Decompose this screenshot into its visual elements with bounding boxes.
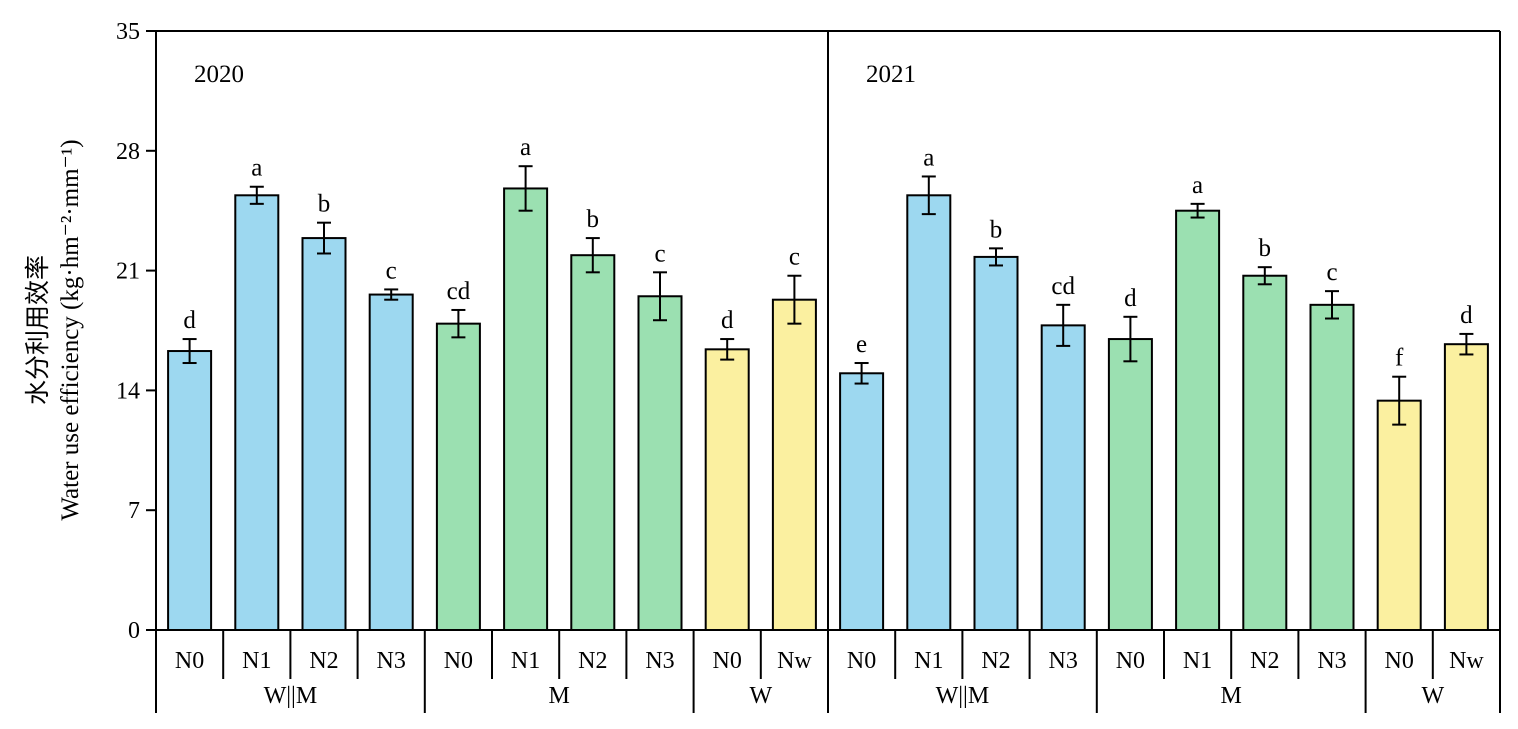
y-tick-label: 28 — [116, 139, 140, 165]
x-tick-label: N1 — [1183, 648, 1212, 674]
x-tick-label: N2 — [309, 648, 338, 674]
labels-layer: 07142128352020dN0aN1bN2cN3W||McdN0aN1bN2… — [116, 19, 1484, 709]
significance-letter: b — [1259, 235, 1272, 262]
bar — [1376, 399, 1422, 631]
bar — [973, 255, 1019, 631]
x-tick-label: N1 — [914, 648, 943, 674]
x-tick-label: N1 — [242, 648, 271, 674]
significance-letter: d — [1460, 302, 1473, 329]
significance-letter: cd — [447, 278, 471, 305]
x-tick-label: N3 — [645, 648, 674, 674]
bar — [368, 293, 414, 631]
y-axis-label: Water use efficiency (kg·hm⁻²·mm⁻¹) — [57, 139, 84, 520]
y-axis-title: 水分利用效率 Water use efficiency (kg·hm⁻²·mm⁻… — [24, 139, 84, 520]
group-label: M — [549, 683, 570, 709]
significance-letter: b — [318, 191, 331, 218]
bar — [1242, 274, 1288, 631]
significance-letter: b — [587, 206, 600, 233]
x-tick-label: N3 — [1049, 648, 1078, 674]
y-tick-label: 7 — [128, 498, 140, 524]
bar — [704, 348, 750, 631]
bar — [301, 237, 347, 631]
x-tick-label: Nw — [777, 648, 812, 674]
significance-letter: a — [520, 134, 531, 161]
panel-year-label: 2020 — [194, 61, 244, 88]
x-tick-label: N0 — [1385, 648, 1414, 674]
x-tick-label: N1 — [511, 648, 540, 674]
significance-letter: a — [251, 155, 262, 182]
significance-letter: c — [1326, 259, 1337, 286]
x-tick-label: N0 — [444, 648, 473, 674]
significance-letter: b — [990, 216, 1003, 243]
significance-letter: d — [183, 307, 196, 334]
x-tick-label: N3 — [1317, 648, 1346, 674]
bar — [570, 254, 616, 631]
group-label: W — [1421, 683, 1444, 709]
bar — [1309, 303, 1355, 631]
bar — [1443, 343, 1489, 631]
significance-letter: f — [1395, 345, 1404, 372]
group-label: W — [749, 683, 772, 709]
significance-letter: c — [386, 257, 397, 284]
significance-letter: d — [721, 307, 734, 334]
x-tick-label: N0 — [1116, 648, 1145, 674]
significance-letter: c — [789, 244, 800, 271]
bar — [435, 322, 481, 631]
axes-layer — [146, 30, 1501, 713]
bar — [1107, 338, 1153, 631]
x-tick-label: N3 — [377, 648, 406, 674]
x-tick-label: Nw — [1449, 648, 1484, 674]
x-tick-label: N2 — [578, 648, 607, 674]
significance-letter: a — [923, 144, 934, 171]
group-label: W||M — [936, 683, 990, 709]
bar — [637, 295, 683, 631]
bar — [906, 194, 952, 631]
significance-letter: d — [1124, 285, 1137, 312]
bar — [234, 194, 280, 631]
bar — [771, 298, 817, 631]
group-label: M — [1221, 683, 1242, 709]
group-label: W||M — [264, 683, 318, 709]
panel-year-label: 2021 — [866, 61, 916, 88]
x-tick-label: N0 — [713, 648, 742, 674]
bars-layer — [167, 165, 1489, 632]
bar — [1040, 324, 1086, 631]
x-tick-label: N2 — [1250, 648, 1279, 674]
bar — [503, 187, 549, 632]
y-axis-label-chinese: 水分利用效率 — [24, 255, 52, 405]
x-tick-label: N2 — [981, 648, 1010, 674]
significance-letter: cd — [1051, 273, 1075, 300]
y-tick-label: 0 — [128, 618, 140, 644]
y-tick-label: 35 — [116, 19, 140, 45]
x-tick-label: N0 — [847, 648, 876, 674]
bar — [839, 372, 885, 631]
bar — [167, 350, 213, 631]
significance-letter: a — [1192, 172, 1203, 199]
y-tick-label: 14 — [116, 378, 140, 404]
x-tick-label: N0 — [175, 648, 204, 674]
bar — [1175, 209, 1221, 631]
significance-letter: c — [654, 240, 665, 267]
significance-letter: e — [856, 331, 867, 358]
y-tick-label: 21 — [116, 259, 140, 285]
